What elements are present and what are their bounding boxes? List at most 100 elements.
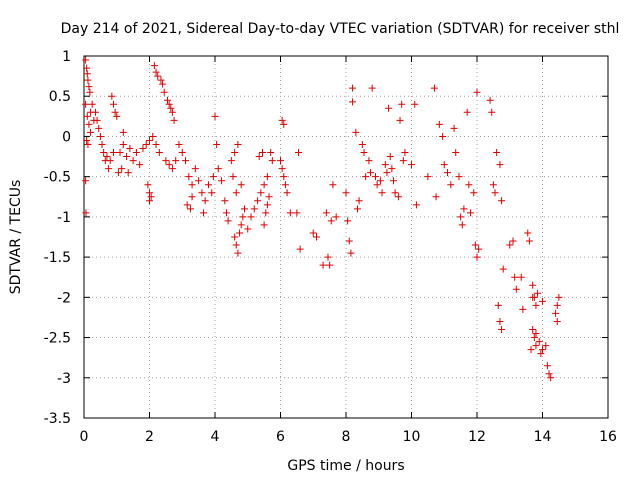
data-point [472, 242, 479, 249]
data-point [531, 334, 538, 341]
data-point [136, 161, 143, 168]
data-point [244, 225, 251, 232]
y-tick-label: 0 [62, 129, 71, 145]
data-point [328, 217, 335, 224]
data-point [162, 157, 169, 164]
data-point [169, 165, 176, 172]
data-point [110, 149, 117, 156]
y-tick-label: -0.5 [44, 170, 71, 186]
data-point [495, 302, 502, 309]
data-point [225, 217, 232, 224]
data-point [529, 326, 536, 333]
data-point [266, 193, 273, 200]
data-point [146, 137, 153, 144]
data-point [151, 62, 158, 69]
data-point [110, 101, 117, 108]
data-point [496, 318, 503, 325]
data-point [539, 298, 546, 305]
data-point [474, 89, 481, 96]
data-point [117, 149, 124, 156]
data-point [208, 189, 215, 196]
data-point [529, 294, 536, 301]
data-point [506, 242, 513, 249]
data-point [433, 193, 440, 200]
y-tick-label: 1 [62, 49, 71, 65]
data-point [179, 149, 186, 156]
data-point [488, 109, 495, 116]
data-point [313, 234, 320, 241]
data-point [279, 165, 286, 172]
data-point [408, 161, 415, 168]
data-point [397, 117, 404, 124]
data-point [125, 169, 132, 176]
data-point [182, 157, 189, 164]
data-point [185, 173, 192, 180]
data-point [113, 113, 120, 120]
data-point [519, 306, 526, 313]
x-tick-label: 14 [534, 429, 552, 445]
data-point [282, 181, 289, 188]
data-point [202, 197, 209, 204]
data-point [547, 374, 554, 381]
data-point [387, 153, 394, 160]
data-point [105, 165, 112, 172]
data-point [261, 181, 268, 188]
data-point [115, 169, 122, 176]
data-point [513, 286, 520, 293]
data-point [385, 105, 392, 112]
data-point [362, 173, 369, 180]
data-point [192, 165, 199, 172]
data-point [510, 238, 517, 245]
data-point [238, 181, 245, 188]
data-point [359, 141, 366, 148]
data-point [529, 282, 536, 289]
data-point [500, 266, 507, 273]
data-point [439, 133, 446, 140]
data-point [377, 177, 384, 184]
data-point [367, 169, 374, 176]
data-point [254, 197, 261, 204]
data-point [189, 193, 196, 200]
data-point [120, 141, 127, 148]
data-point [346, 238, 353, 245]
data-point [267, 149, 274, 156]
data-point [231, 234, 238, 241]
data-point [175, 141, 182, 148]
data-point [153, 141, 160, 148]
data-point [251, 205, 258, 212]
data-point [166, 101, 173, 108]
data-point [149, 133, 156, 140]
data-point [205, 181, 212, 188]
data-point [333, 213, 340, 220]
y-tick-label: -1.5 [44, 250, 71, 266]
x-tick-label: 10 [403, 429, 421, 445]
data-point [221, 197, 228, 204]
data-point [459, 221, 466, 228]
y-tick-label: -2.5 [44, 331, 71, 347]
data-point [97, 133, 104, 140]
data-point [133, 149, 140, 156]
data-point [230, 173, 237, 180]
data-point [431, 85, 438, 92]
data-point [184, 201, 191, 208]
data-point [401, 149, 408, 156]
data-point [465, 181, 472, 188]
data-point [492, 189, 499, 196]
y-axis: 1 0.5 0 -0.5 -1 -1.5 -2 -2.5 -3 -3.5 [44, 49, 608, 427]
chart-title: Day 214 of 2021, Sidereal Day-to-day VTE… [61, 21, 620, 37]
data-point [320, 262, 327, 269]
data-point [424, 173, 431, 180]
data-point [215, 165, 222, 172]
data-point [84, 70, 91, 77]
data-point [532, 330, 539, 337]
data-point [86, 89, 93, 96]
y-tick-label: -3.5 [44, 411, 71, 427]
data-point [542, 342, 549, 349]
data-point [228, 157, 235, 164]
data-point [467, 209, 474, 216]
data-point [84, 113, 91, 120]
y-axis-label: SDTVAR / TECUs [8, 180, 24, 295]
data-point [259, 149, 266, 156]
data-point [400, 157, 407, 164]
data-point [82, 177, 89, 184]
